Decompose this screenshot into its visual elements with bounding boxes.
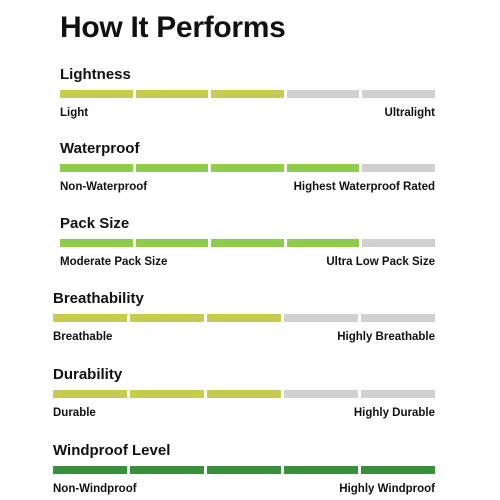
rating-bar — [53, 314, 435, 322]
rating-segment-empty — [362, 90, 435, 98]
max-label: Highly Windproof — [339, 483, 435, 495]
rating-segment-filled — [207, 314, 281, 322]
metric-breathability: Breathability Breathable Highly Breathab… — [53, 290, 435, 346]
rating-segment-empty — [362, 239, 435, 247]
rating-bar — [60, 239, 435, 247]
rating-segment-filled — [211, 164, 284, 172]
rating-segment-empty — [284, 314, 358, 322]
metric-durability: Durability Durable Highly Durable — [53, 366, 435, 422]
rating-segment-empty — [361, 314, 435, 322]
metric-waterproof: Waterproof Non-Waterproof Highest Waterp… — [60, 140, 435, 196]
metric-windproof-level: Windproof Level Non-Windproof Highly Win… — [53, 442, 435, 498]
rating-bar — [60, 90, 435, 98]
min-label: Moderate Pack Size — [60, 256, 168, 268]
rating-segment-filled — [286, 164, 360, 172]
rating-bar — [60, 164, 435, 172]
rating-segment-filled — [130, 314, 204, 322]
rating-bar — [53, 466, 435, 474]
rating-segment-filled — [53, 314, 127, 322]
rating-segment-filled — [211, 90, 284, 98]
rating-segment-filled — [130, 466, 204, 474]
rating-bar — [53, 390, 435, 398]
rating-segment-filled — [211, 239, 284, 247]
rating-segment-filled — [60, 90, 133, 98]
metric-lightness: Lightness Light Ultralight — [60, 66, 435, 122]
max-label: Highest Waterproof Rated — [293, 181, 435, 193]
rating-segment-empty — [286, 90, 360, 98]
max-label: Ultralight — [384, 107, 435, 119]
min-label: Durable — [53, 407, 96, 419]
max-label: Highly Breathable — [337, 331, 435, 343]
rating-segment-filled — [130, 390, 204, 398]
rating-segment-filled — [60, 239, 133, 247]
rating-segment-filled — [284, 466, 358, 474]
rating-segment-empty — [284, 390, 358, 398]
rating-segment-filled — [60, 164, 133, 172]
metric-label: Waterproof — [60, 140, 140, 157]
rating-segment-empty — [361, 390, 435, 398]
min-label: Non-Windproof — [53, 483, 137, 495]
page-title: How It Performs — [60, 11, 286, 44]
metric-label: Pack Size — [60, 215, 130, 232]
min-label: Light — [60, 107, 89, 119]
rating-segment-filled — [135, 239, 209, 247]
rating-segment-filled — [53, 466, 127, 474]
metric-label: Windproof Level — [53, 442, 171, 459]
rating-segment-filled — [207, 390, 281, 398]
rating-segment-filled — [135, 164, 209, 172]
max-label: Highly Durable — [353, 407, 435, 419]
rating-segment-filled — [135, 90, 209, 98]
rating-segment-filled — [53, 390, 127, 398]
min-label: Breathable — [53, 331, 113, 343]
metric-label: Durability — [53, 366, 123, 383]
rating-segment-filled — [361, 466, 435, 474]
metric-pack-size: Pack Size Moderate Pack Size Ultra Low P… — [60, 215, 435, 271]
rating-segment-empty — [362, 164, 435, 172]
max-label: Ultra Low Pack Size — [326, 256, 435, 268]
metric-label: Lightness — [60, 66, 131, 83]
metric-label: Breathability — [53, 290, 144, 307]
rating-segment-filled — [207, 466, 281, 474]
min-label: Non-Waterproof — [60, 181, 148, 193]
rating-segment-filled — [286, 239, 360, 247]
